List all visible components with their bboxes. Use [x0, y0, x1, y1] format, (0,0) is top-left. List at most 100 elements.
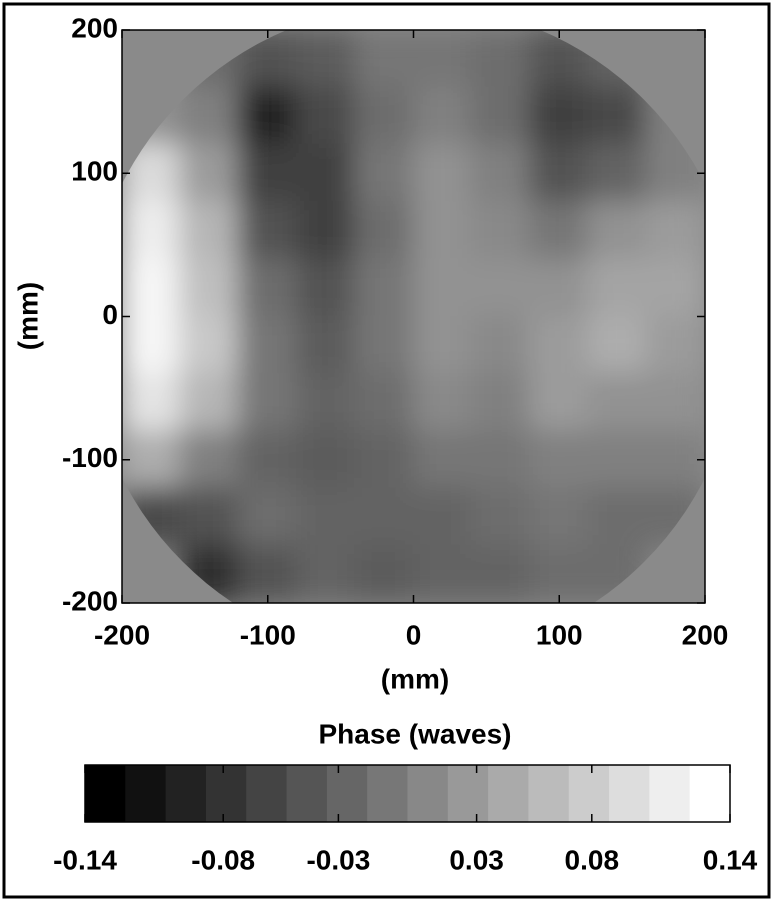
colorbar-swatch: [528, 765, 570, 822]
heatmap-cell: [587, 372, 648, 433]
heatmap-cell: [470, 258, 532, 318]
colorbar-swatch: [689, 765, 731, 822]
heatmap-cell: [295, 372, 357, 433]
heatmap-cell: [179, 315, 240, 375]
colorbar-swatch: [447, 765, 489, 822]
x-axis-label: (mm): [381, 663, 449, 694]
heatmap-cell: [529, 258, 590, 318]
heatmap-cell: [237, 258, 298, 318]
heatmap-cell: [470, 143, 532, 203]
heatmap-cell: [587, 143, 648, 203]
heatmap-cell: [295, 544, 357, 603]
x-tick-label: 0: [406, 619, 422, 650]
heatmap-cell: [529, 487, 590, 547]
heatmap-cell: [295, 258, 357, 318]
heatmap-cell: [122, 315, 182, 375]
heatmap-cell: [122, 372, 182, 433]
heatmap-cell: [412, 430, 473, 490]
heatmap-cell: [587, 86, 648, 146]
colorbar-swatch: [125, 765, 167, 822]
heatmap-cell: [295, 200, 357, 261]
aperture-group: [122, 30, 705, 603]
heatmap-cell: [587, 258, 648, 318]
heatmap-cell: [529, 430, 590, 490]
colorbar-swatch: [568, 765, 610, 822]
colorbar-tick-label: 0.14: [703, 844, 758, 875]
heatmap-cell: [470, 544, 532, 603]
heatmap-cell: [354, 430, 415, 490]
heatmap-cell: [179, 258, 240, 318]
y-tick-label: -200: [62, 585, 118, 616]
heatmap-cell: [529, 143, 590, 203]
heatmap-cells: [122, 30, 705, 603]
heatmap-cell: [354, 487, 415, 547]
heatmap-cell: [237, 86, 298, 146]
heatmap-cell: [529, 372, 590, 433]
heatmap-cell: [354, 200, 415, 261]
heatmap-cell: [529, 315, 590, 375]
colorbar-swatch: [407, 765, 449, 822]
heatmap-cell: [529, 200, 590, 261]
heatmap-cell: [412, 544, 473, 603]
heatmap-cell: [587, 487, 648, 547]
heatmap-cell: [412, 86, 473, 146]
colorbar-tick-label: 0.08: [565, 844, 620, 875]
heatmap-cell: [412, 258, 473, 318]
colorbar-swatch: [326, 765, 368, 822]
heatmap-cell: [529, 86, 590, 146]
heatmap-cell: [470, 30, 532, 89]
colorbar-swatch: [165, 765, 207, 822]
plot-clip-group: [122, 30, 705, 603]
x-tick-label: 200: [682, 619, 729, 650]
colorbar-swatch: [649, 765, 691, 822]
y-tick-label: 0: [102, 299, 118, 330]
heatmap-cell: [179, 372, 240, 433]
colorbar-tick-label: -0.08: [191, 844, 255, 875]
colorbar-swatch: [205, 765, 247, 822]
heatmap-cell: [470, 487, 532, 547]
heatmap-cell: [587, 430, 648, 490]
heatmap-cell: [122, 200, 182, 261]
colorbar-swatch: [85, 765, 126, 822]
x-tick-label: 100: [536, 619, 583, 650]
heatmap-cell: [179, 143, 240, 203]
heatmap-cell: [179, 487, 240, 547]
colorbar-swatch: [367, 765, 408, 822]
heatmap-cell: [237, 544, 298, 603]
colorbar-frame: [84, 764, 731, 823]
heatmap-cell: [237, 315, 298, 375]
x-tick-label: -200: [94, 619, 150, 650]
y-tick-label: 200: [71, 12, 118, 43]
heatmap-cell: [412, 30, 473, 89]
colorbar-title: Phase (waves): [319, 718, 512, 749]
heatmap-cell: [179, 430, 240, 490]
heatmap-cell: [354, 544, 415, 603]
heatmap-cell: [179, 200, 240, 261]
heatmap-cell: [645, 430, 705, 490]
heatmap-cell: [295, 143, 357, 203]
heatmap-cell: [237, 200, 298, 261]
y-tick-label: 100: [71, 156, 118, 187]
colorbar-tick-label: -0.14: [53, 844, 117, 875]
heatmap-cell: [354, 86, 415, 146]
heatmap-cell: [529, 544, 590, 603]
heatmap-cell: [354, 258, 415, 318]
y-axis-label: (mm): [12, 282, 43, 350]
heatmap-cell: [645, 315, 705, 375]
heatmap-cell: [587, 200, 648, 261]
heatmap-cell: [412, 143, 473, 203]
heatmap-cell: [122, 258, 182, 318]
heatmap-cell: [237, 143, 298, 203]
heatmap-cell: [645, 200, 705, 261]
colorbar-tick-label: 0.03: [449, 844, 504, 875]
heatmap-cell: [237, 487, 298, 547]
heatmap-cell: [122, 430, 182, 490]
colorbar-swatch: [286, 765, 328, 822]
heatmap-cell: [412, 372, 473, 433]
heatmap-cell: [295, 430, 357, 490]
heatmap-cell: [237, 372, 298, 433]
heatmap-cell: [587, 315, 648, 375]
heatmap-cell: [295, 487, 357, 547]
heatmap-cell: [354, 143, 415, 203]
